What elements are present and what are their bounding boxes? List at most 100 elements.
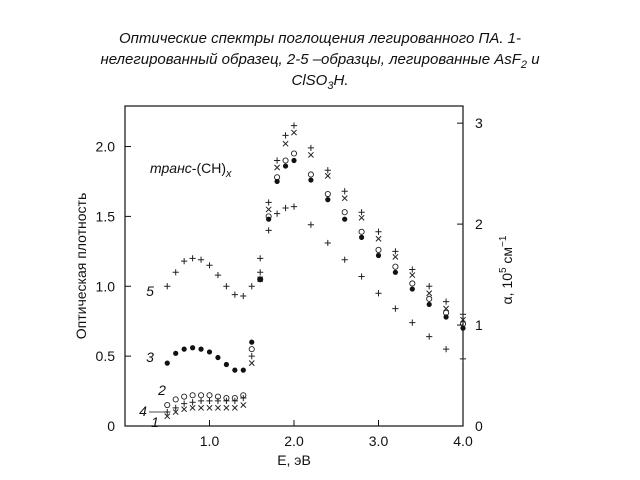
point [290,150,298,157]
title-line: H. [333,72,348,89]
point [392,263,399,270]
title-line: ClSO [292,72,328,89]
y2-label-sup: −1 [498,235,509,247]
point [282,132,289,139]
point [291,157,297,164]
point [426,290,433,297]
point [232,367,238,373]
point [231,397,238,404]
point [282,140,289,147]
point [257,276,263,282]
point [459,355,467,363]
point [325,197,331,203]
point [409,266,416,273]
point [324,190,331,198]
point [443,314,449,320]
point [206,262,213,269]
x-tick-label: 1.0 [200,433,220,449]
point [358,214,365,221]
point [214,404,221,411]
point [223,283,230,290]
point [173,350,179,356]
point [164,283,171,290]
point [409,280,416,287]
point [409,272,416,279]
series-label: 4 [139,403,147,419]
annotation: транс-(CH)x [150,160,232,180]
point [240,394,247,402]
point [265,227,272,234]
point [426,301,432,308]
point [307,151,314,158]
point [426,295,433,302]
point [198,346,204,352]
point [375,252,382,259]
point [375,228,382,235]
point [214,271,222,279]
point [249,339,255,345]
y2-tick-label: 3 [475,115,483,131]
y2-tick-label: 0 [475,418,483,434]
point [223,361,229,368]
point [324,167,331,174]
point [197,392,205,399]
point [426,333,433,340]
point [240,367,246,373]
point [359,234,365,240]
y2-label-part: α, 10 [499,273,515,305]
point [392,248,399,255]
point [375,235,382,242]
point [342,216,348,222]
x-tick-label: 2.0 [284,433,304,449]
title-line: нелегированный образец, 2-5 –образцы, ле… [100,51,521,68]
point [265,199,272,206]
point [358,273,365,280]
point [181,406,188,413]
point [206,392,213,399]
point [164,413,171,420]
point [181,346,187,352]
point [324,172,331,179]
point [172,269,179,276]
point [231,291,238,298]
point [164,360,170,366]
point [443,298,450,305]
point [215,354,221,361]
point [426,283,433,290]
point [409,319,416,326]
point [341,195,348,202]
title-line: Оптические спектры поглощения легированн… [119,30,521,47]
point [214,397,222,404]
y2-tick-label: 2 [475,216,483,232]
point [443,346,450,353]
point [181,393,188,400]
point [172,404,179,411]
point [240,292,247,300]
series-label: 3 [146,349,154,365]
point [282,163,289,169]
point [307,144,314,152]
point [248,360,255,367]
y2-axis-label: α, 105 см−1 [498,235,515,304]
point [358,228,365,235]
point [324,239,331,247]
point [172,396,179,403]
point [240,402,247,408]
annotation-part: транс [150,160,192,176]
point [197,256,205,263]
point [231,404,238,411]
point [189,392,196,399]
y-tick-label: 2.0 [96,139,116,155]
y-tick-label: 1.5 [96,208,116,224]
point [274,164,281,171]
point [206,349,213,355]
point [172,409,179,415]
point [189,404,196,411]
point [164,401,171,409]
point [189,399,196,406]
series-label: 2 [157,382,166,398]
point [409,286,415,292]
x-tick-label: 3.0 [369,433,389,449]
y2-tick-label: 1 [475,317,483,333]
